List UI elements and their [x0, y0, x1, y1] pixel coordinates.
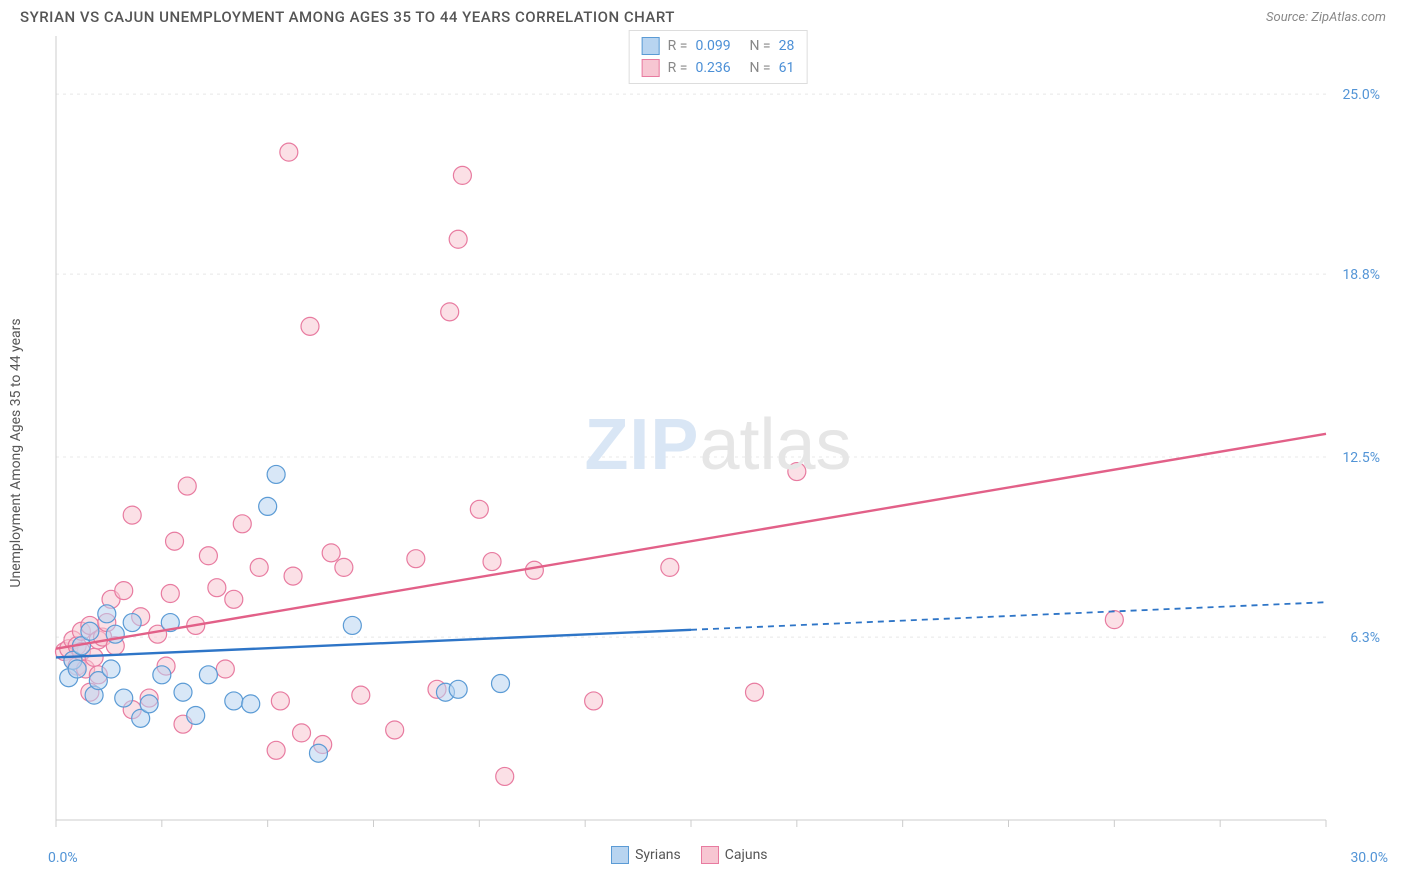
- legend-row-cajuns: R = 0.236 N = 61: [642, 57, 795, 79]
- x-axis-start-label: 0.0%: [48, 850, 78, 866]
- svg-text:18.8%: 18.8%: [1342, 267, 1380, 283]
- header-row: SYRIAN VS CAJUN UNEMPLOYMENT AMONG AGES …: [0, 0, 1406, 30]
- swatch-syrians-bottom: [611, 846, 629, 864]
- chart-container: Unemployment Among Ages 35 to 44 years 6…: [50, 30, 1386, 860]
- r-label: R =: [668, 35, 688, 57]
- n-label: N =: [749, 57, 770, 79]
- x-axis-end-label: 30.0%: [1350, 850, 1388, 866]
- legend-label-syrians: Syrians: [635, 847, 681, 863]
- n-value-cajuns: 61: [779, 57, 795, 79]
- r-label: R =: [668, 57, 688, 79]
- n-label: N =: [749, 35, 770, 57]
- legend-row-syrians: R = 0.099 N = 28: [642, 35, 795, 57]
- chart-title: SYRIAN VS CAJUN UNEMPLOYMENT AMONG AGES …: [20, 8, 675, 26]
- r-value-syrians: 0.099: [695, 35, 741, 57]
- legend-series: Syrians Cajuns: [611, 846, 767, 864]
- swatch-cajuns: [642, 59, 660, 77]
- n-value-syrians: 28: [779, 35, 795, 57]
- y-axis-label: Unemployment Among Ages 35 to 44 years: [8, 318, 24, 587]
- r-value-cajuns: 0.236: [695, 57, 741, 79]
- legend-correlation: R = 0.099 N = 28 R = 0.236 N = 61: [629, 30, 808, 84]
- svg-text:6.3%: 6.3%: [1350, 630, 1380, 646]
- scatter-plot: 6.3% 12.5% 18.8% 25.0%: [50, 30, 1386, 860]
- legend-item-cajuns: Cajuns: [701, 846, 768, 864]
- svg-text:25.0%: 25.0%: [1342, 87, 1380, 103]
- svg-text:12.5%: 12.5%: [1342, 450, 1380, 466]
- source-label: Source: ZipAtlas.com: [1266, 10, 1386, 25]
- swatch-syrians: [642, 37, 660, 55]
- swatch-cajuns-bottom: [701, 846, 719, 864]
- legend-item-syrians: Syrians: [611, 846, 681, 864]
- legend-label-cajuns: Cajuns: [725, 847, 768, 863]
